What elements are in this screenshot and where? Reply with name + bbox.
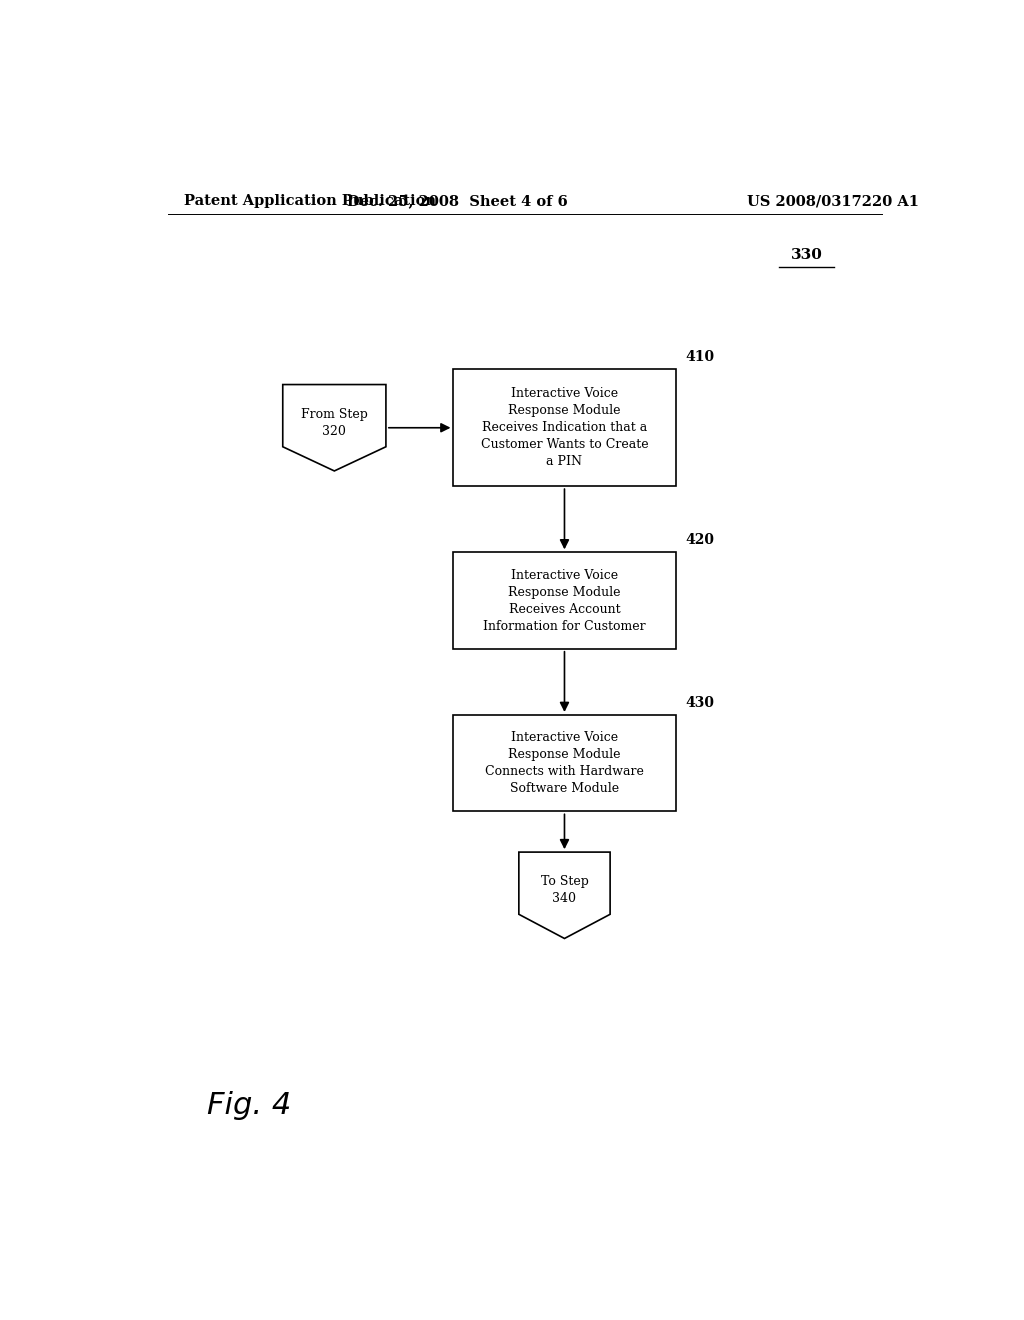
Bar <box>454 370 676 486</box>
Text: 420: 420 <box>685 533 714 548</box>
Text: 330: 330 <box>791 248 822 261</box>
Text: Interactive Voice
Response Module
Receives Account
Information for Customer: Interactive Voice Response Module Receiv… <box>483 569 646 632</box>
Bar <box>454 552 676 649</box>
Bar <box>454 715 676 812</box>
Text: Patent Application Publication: Patent Application Publication <box>183 194 435 209</box>
Text: Interactive Voice
Response Module
Connects with Hardware
Software Module: Interactive Voice Response Module Connec… <box>485 731 644 795</box>
Text: 410: 410 <box>685 350 714 364</box>
Polygon shape <box>283 384 386 471</box>
Polygon shape <box>519 853 610 939</box>
Text: From Step
320: From Step 320 <box>301 408 368 437</box>
Text: Interactive Voice
Response Module
Receives Indication that a
Customer Wants to C: Interactive Voice Response Module Receiv… <box>480 387 648 469</box>
Text: To Step
340: To Step 340 <box>541 875 589 906</box>
Text: Fig. 4: Fig. 4 <box>207 1092 292 1121</box>
Text: Dec. 25, 2008  Sheet 4 of 6: Dec. 25, 2008 Sheet 4 of 6 <box>347 194 567 209</box>
Text: US 2008/0317220 A1: US 2008/0317220 A1 <box>748 194 919 209</box>
Text: 430: 430 <box>685 696 714 710</box>
